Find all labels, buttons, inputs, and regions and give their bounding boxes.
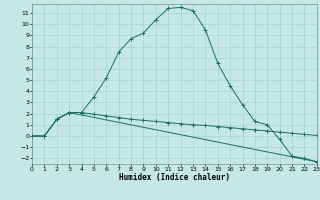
X-axis label: Humidex (Indice chaleur): Humidex (Indice chaleur) [119,173,230,182]
